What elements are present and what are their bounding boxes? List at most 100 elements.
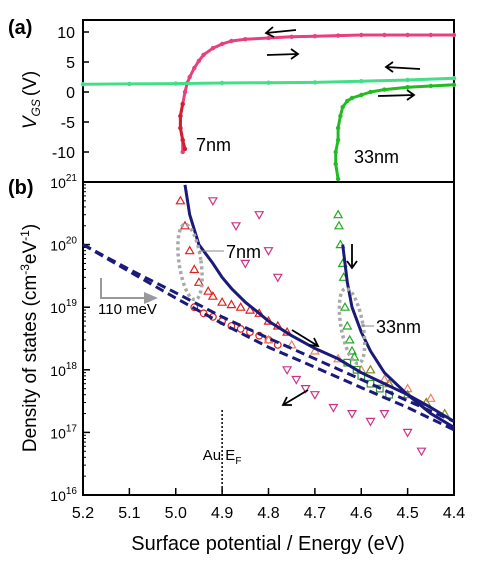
data-point: [240, 259, 251, 269]
y-tick-label: 5: [66, 55, 75, 72]
au-ef-text: Au E: [203, 447, 236, 464]
data-point: [349, 95, 355, 101]
data-point: [428, 83, 433, 89]
y-tick-label: 1016: [50, 486, 77, 504]
data-point: [192, 65, 197, 71]
data-point: [217, 296, 228, 306]
data-point: [375, 384, 384, 393]
data-point: [175, 195, 186, 205]
data-point: [335, 137, 341, 143]
y-tick-base: 10: [50, 300, 66, 316]
y-tick-label: 1017: [50, 423, 77, 441]
data-point: [272, 273, 283, 283]
data-point: [201, 52, 206, 57]
data-point: [333, 220, 345, 230]
x-tick-label: 4.8: [257, 505, 279, 522]
arrow-down-right-icon: [291, 329, 320, 348]
arrow-right-icon: [266, 48, 300, 60]
data-point: [189, 264, 200, 274]
panel-a-label: (a): [8, 17, 32, 39]
arrows-panel-b: [281, 244, 358, 406]
x-tick-label: 5.2: [72, 505, 94, 522]
data-point: [333, 149, 338, 155]
annotation-au-ef: Au EF: [203, 447, 242, 467]
data-point: [229, 38, 234, 44]
data-point: [187, 74, 192, 80]
data-point: [365, 364, 376, 374]
panel-b-y-axis-label: Density of states (cm-3eV-1): [18, 224, 41, 452]
x-tick-label: 4.6: [350, 505, 372, 522]
data-point: [338, 113, 343, 119]
data-point: [425, 393, 436, 402]
data-point: [199, 309, 208, 318]
panel-a: (a) VGS (V) 10 5 0 -5 -10 7nm 33nm: [8, 17, 457, 183]
data-point: [289, 34, 294, 39]
ylabel-dos-end: ): [20, 224, 41, 230]
ylabel-dos-sup1: -3: [18, 264, 32, 275]
highlight-ellipse-7nm: [176, 222, 204, 302]
data-point: [335, 33, 341, 38]
panel-b-x-axis-label: Surface potential / Energy (eV): [131, 533, 404, 555]
data-point: [235, 301, 246, 311]
shift-arrowhead-icon: [144, 292, 158, 304]
arrow-down-icon: [346, 244, 358, 270]
data-point: [405, 85, 410, 90]
y-tick-base: 10: [50, 488, 66, 504]
data-point: [263, 247, 274, 256]
data-point: [173, 81, 178, 86]
annotation-7nm-b: 7nm: [226, 242, 261, 262]
x-tick-label: 4.5: [397, 505, 419, 522]
arrows-panel-a: [264, 26, 421, 101]
au-ef-sub: F: [235, 456, 241, 467]
data-point: [210, 46, 216, 51]
fit-line-dashed: [82, 243, 455, 423]
x-tick-label: 5.1: [118, 505, 140, 522]
data-point: [333, 209, 344, 219]
x-tick-label: 4.9: [211, 505, 233, 522]
data-point: [219, 41, 225, 47]
panel-b-fit-lines: [82, 184, 455, 432]
data-point: [127, 81, 132, 87]
data-point: [405, 77, 410, 83]
y-tick-label: -10: [52, 145, 75, 162]
y-tick-base: 10: [50, 363, 66, 379]
fit-line-solid: [183, 184, 455, 423]
panel-b-frame: [82, 181, 455, 496]
data-point: [335, 125, 341, 131]
data-point: [196, 58, 202, 63]
data-point: [342, 320, 353, 330]
shift-arrow-bracket: [100, 278, 146, 299]
arrow-right-icon: [377, 89, 416, 101]
data-point: [333, 161, 338, 167]
annotation-33nm-a: 33nm: [354, 147, 399, 167]
data-point: [300, 385, 311, 394]
data-point: [416, 447, 427, 457]
ylabel-dos-mid: eV: [20, 241, 41, 265]
data-point: [359, 92, 364, 98]
y-tick-exp: 18: [66, 361, 78, 372]
annotation-shift: 110 meV: [98, 301, 157, 318]
ylabel-dos-sup2: -1: [18, 230, 32, 241]
y-tick-base: 10: [50, 175, 66, 191]
data-point: [291, 375, 302, 385]
y-tick-label: 10: [57, 25, 75, 42]
data-point: [266, 80, 271, 85]
data-point: [180, 101, 185, 107]
data-point: [182, 146, 188, 152]
shift-arrow: 110 meV: [98, 278, 158, 318]
data-point: [80, 82, 86, 87]
data-point: [219, 80, 225, 86]
panel-a-y-ticks: 10 5 0 -5 -10: [52, 25, 89, 162]
y-tick-label: 1019: [50, 298, 77, 316]
y-tick-label: 1018: [50, 361, 77, 379]
data-point: [335, 176, 341, 182]
data-point: [365, 417, 376, 427]
data-point: [451, 76, 457, 81]
y-tick-exp: 17: [66, 423, 78, 434]
data-point: [312, 80, 318, 85]
data-point: [309, 391, 320, 400]
data-point: [346, 410, 358, 419]
x-tick-label: 4.7: [304, 505, 326, 522]
